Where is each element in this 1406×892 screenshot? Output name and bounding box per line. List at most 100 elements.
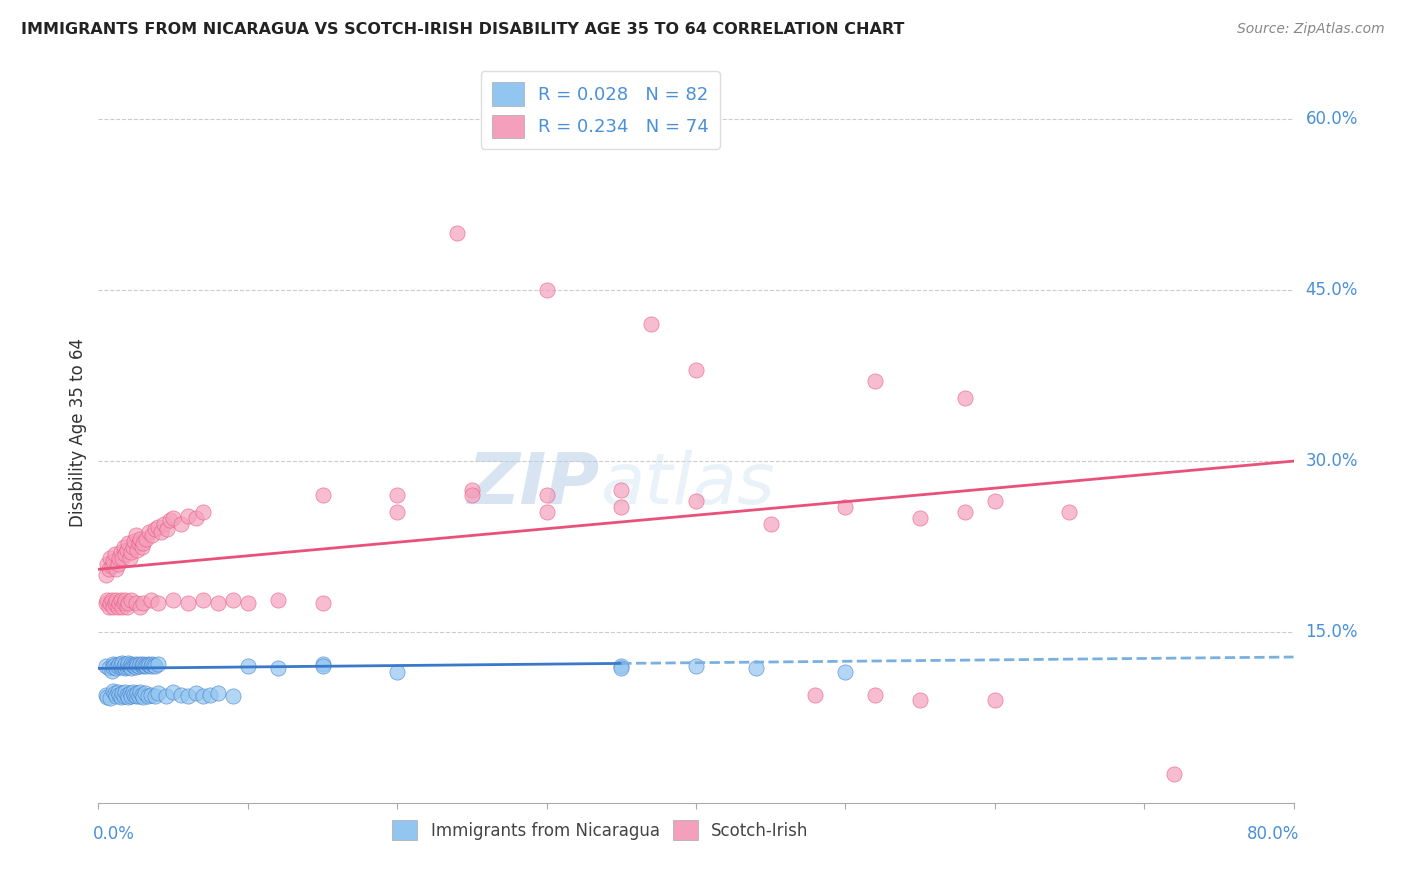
Point	[745, 661, 768, 675]
Point	[1059, 505, 1081, 519]
Point	[114, 657, 136, 671]
Point	[132, 690, 155, 704]
Point	[135, 659, 157, 673]
Legend: Immigrants from Nicaragua, Scotch-Irish: Immigrants from Nicaragua, Scotch-Irish	[385, 814, 815, 847]
Point	[148, 686, 170, 700]
Point	[124, 533, 146, 548]
Point	[191, 593, 214, 607]
Point	[118, 550, 141, 565]
Point	[110, 657, 132, 672]
Point	[139, 659, 162, 673]
Point	[169, 516, 191, 531]
Point	[125, 597, 148, 611]
Point	[112, 597, 135, 611]
Point	[128, 689, 150, 703]
Point	[311, 597, 333, 611]
Point	[97, 661, 120, 675]
Point	[118, 686, 141, 700]
Text: 45.0%: 45.0%	[1306, 281, 1358, 299]
Point	[536, 488, 558, 502]
Point	[96, 593, 118, 607]
Point	[124, 688, 146, 702]
Point	[98, 550, 122, 565]
Point	[385, 505, 409, 519]
Point	[385, 665, 409, 679]
Y-axis label: Disability Age 35 to 64: Disability Age 35 to 64	[69, 338, 87, 527]
Text: 15.0%: 15.0%	[1306, 623, 1358, 641]
Point	[150, 524, 173, 539]
Point	[111, 599, 134, 614]
Point	[132, 657, 155, 671]
Point	[311, 659, 333, 673]
Point	[162, 593, 184, 607]
Point	[117, 536, 139, 550]
Point	[267, 661, 290, 675]
Point	[124, 659, 146, 673]
Point	[101, 593, 124, 607]
Point	[120, 593, 142, 607]
Point	[138, 657, 160, 672]
Point	[125, 528, 148, 542]
Text: ZIP: ZIP	[468, 450, 600, 519]
Point	[311, 488, 333, 502]
Point	[105, 562, 128, 576]
Point	[610, 659, 633, 673]
Point	[128, 536, 150, 550]
Text: 80.0%: 80.0%	[1247, 825, 1299, 843]
Point	[536, 505, 558, 519]
Point	[131, 688, 153, 702]
Point	[132, 659, 155, 673]
Point	[685, 363, 707, 377]
Point	[135, 532, 157, 546]
Point	[461, 488, 484, 502]
Point	[142, 657, 165, 672]
Point	[953, 392, 976, 406]
Point	[112, 540, 135, 554]
Point	[114, 593, 136, 607]
Point	[184, 511, 207, 525]
Point	[446, 227, 468, 241]
Point	[121, 685, 143, 699]
Point	[759, 516, 782, 531]
Point	[127, 543, 149, 558]
Point	[129, 685, 152, 699]
Point	[120, 657, 142, 671]
Point	[156, 523, 179, 537]
Point	[139, 593, 162, 607]
Point	[131, 540, 153, 554]
Point	[114, 685, 136, 699]
Point	[117, 657, 139, 672]
Point	[148, 597, 170, 611]
Point	[104, 686, 127, 700]
Point	[236, 597, 259, 611]
Point	[222, 593, 245, 607]
Point	[103, 599, 125, 614]
Point	[267, 593, 290, 607]
Point	[834, 500, 856, 514]
Point	[610, 661, 633, 675]
Point	[804, 688, 827, 702]
Point	[685, 659, 707, 673]
Point	[103, 660, 125, 674]
Point	[103, 554, 125, 568]
Point	[127, 657, 149, 672]
Point	[610, 500, 633, 514]
Point	[115, 660, 138, 674]
Point	[536, 283, 558, 297]
Point	[110, 545, 132, 559]
Point	[105, 689, 128, 703]
Point	[131, 657, 153, 672]
Point	[108, 657, 131, 671]
Point	[155, 689, 177, 703]
Point	[105, 661, 128, 675]
Point	[136, 689, 159, 703]
Point	[121, 540, 143, 554]
Point	[138, 524, 160, 539]
Point	[200, 688, 222, 702]
Point	[118, 659, 141, 673]
Point	[236, 659, 259, 673]
Point	[111, 656, 134, 670]
Point	[1163, 767, 1185, 781]
Point	[834, 665, 856, 679]
Point	[184, 686, 207, 700]
